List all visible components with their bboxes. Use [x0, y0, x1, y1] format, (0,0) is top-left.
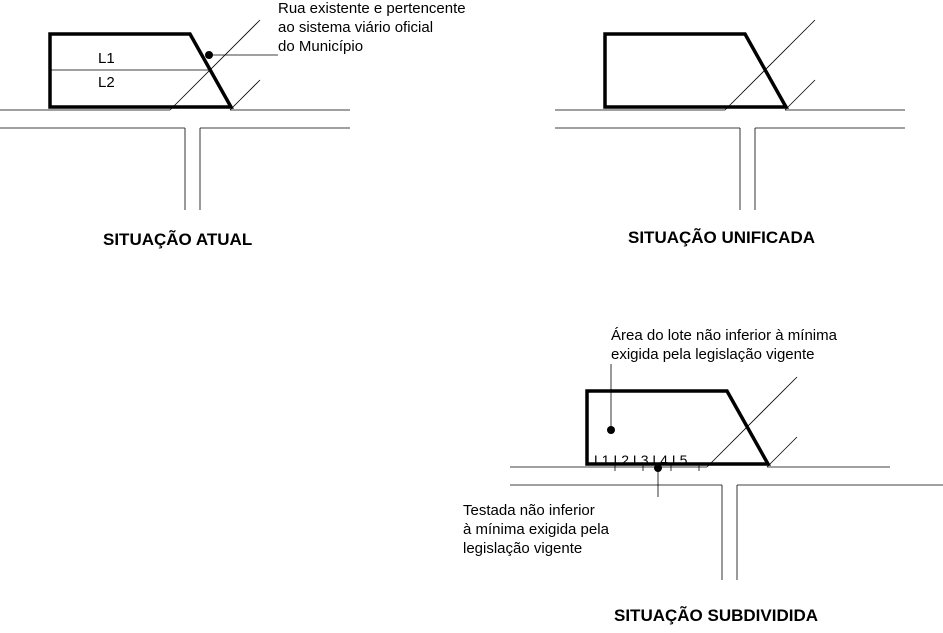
diagram-unificada [555, 0, 943, 260]
title-subdividida: SITUAÇÃO SUBDIVIDIDA [614, 606, 818, 626]
annotation-atual: Rua existente e pertencenteao sistema vi… [278, 0, 466, 56]
lot-label-l2: L2 [98, 74, 115, 91]
annotation-sub-testada: Testada não inferiorà mínima exigida pel… [463, 502, 609, 558]
title-unificada: SITUAÇÃO UNIFICADA [628, 228, 815, 248]
title-atual: SITUAÇÃO ATUAL [103, 230, 252, 250]
lot-labels-subdividida: L1 L2 L3 L4 L5 [594, 452, 687, 468]
annotation-sub-area: Área do lote não inferior à mínimaexigid… [611, 327, 837, 365]
lot-label-l1: L1 [98, 50, 115, 67]
diagram-subdividida [460, 330, 943, 610]
